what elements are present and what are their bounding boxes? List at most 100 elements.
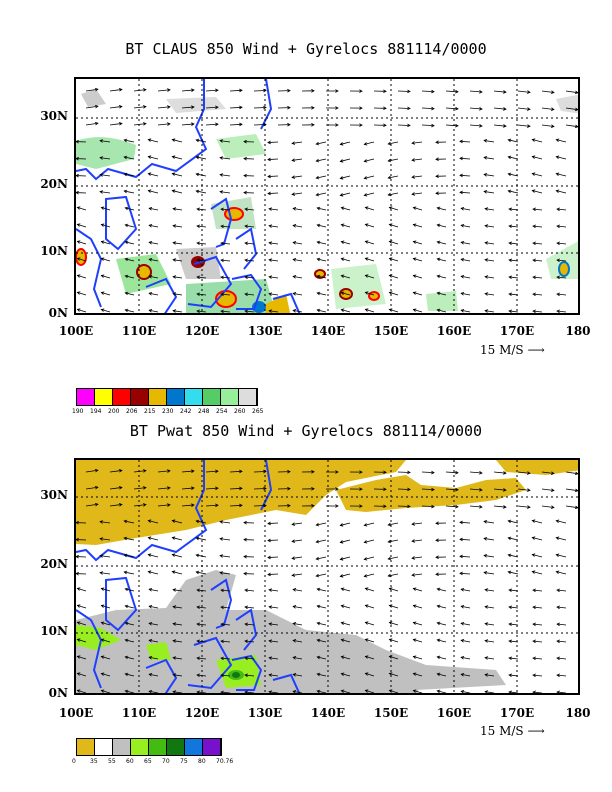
wind-vector — [485, 657, 495, 660]
wind-vector-head — [364, 672, 369, 676]
wind-vector-head — [359, 123, 363, 127]
wind-vector-head — [315, 556, 320, 561]
wind-vector — [461, 292, 471, 296]
wind-vector — [149, 241, 159, 245]
wind-vector — [509, 276, 519, 279]
wind-vector-head — [220, 309, 224, 313]
wind-vector-head — [268, 292, 273, 296]
wind-vector — [389, 291, 399, 296]
wind-vector — [157, 470, 170, 473]
wind-vector-head — [196, 656, 200, 661]
wind-vector — [316, 522, 327, 526]
wind-vector-head — [124, 655, 129, 660]
wind-vector-head — [387, 539, 392, 544]
wind-vector-head — [172, 588, 177, 592]
wind-vector — [412, 175, 423, 178]
wind-vector — [365, 605, 375, 609]
wind-vector — [220, 191, 231, 194]
wind-vector — [101, 207, 111, 211]
wind-vector — [340, 522, 351, 526]
wind-vector — [341, 207, 351, 211]
wind-vector-head — [123, 536, 128, 541]
wind-vector — [316, 141, 327, 145]
wind-vector — [341, 605, 351, 609]
wind-vector-head — [172, 309, 177, 313]
wind-vector-head — [171, 138, 176, 142]
wind-vector — [365, 258, 375, 262]
pwat-fill — [76, 460, 578, 693]
wind-vector — [245, 276, 255, 279]
wind-vector — [469, 505, 482, 508]
wind-vector-head — [244, 656, 248, 661]
wind-vector-head — [124, 240, 129, 245]
wind-vector-head — [556, 673, 560, 678]
wind-vector-head — [387, 522, 392, 527]
wind-vector — [533, 623, 543, 626]
wind-vector-head — [148, 240, 153, 245]
wind-vector — [532, 190, 543, 194]
wind-vector-head — [147, 155, 152, 159]
wind-vector — [85, 469, 98, 473]
wind-vector-head — [340, 274, 345, 278]
wind-vector-head — [315, 522, 320, 527]
wind-vector-head — [148, 223, 153, 228]
wind-vector — [292, 556, 303, 559]
wind-vector-head — [196, 224, 200, 229]
wind-vector-head — [99, 190, 104, 194]
wind-vector — [124, 554, 135, 558]
wind-vector — [125, 605, 135, 609]
wind-vector-head — [484, 241, 489, 245]
wind-vector — [124, 139, 135, 143]
wind-vector-head — [436, 655, 441, 660]
wind-vector — [533, 589, 543, 592]
wind-vector-head — [479, 471, 483, 475]
wind-vector-head — [315, 141, 320, 146]
wind-vector — [557, 242, 567, 245]
wind-vector-head — [556, 224, 560, 229]
wind-vector-head — [383, 504, 387, 509]
wind-vector — [317, 258, 327, 262]
wind-vector-head — [436, 223, 441, 228]
wind-vector — [484, 521, 495, 524]
wind-vector-head — [364, 223, 369, 227]
wind-vector-head — [118, 502, 123, 507]
wind-vector — [293, 207, 303, 211]
wind-vector-head — [268, 588, 273, 592]
wind-vector-head — [172, 656, 177, 660]
wind-vector-head — [436, 689, 441, 693]
wind-vector-head — [412, 672, 417, 676]
wind-vector-head — [100, 223, 105, 227]
wind-vector-head — [123, 172, 128, 177]
wind-vector — [124, 173, 135, 177]
wind-vector — [148, 554, 159, 558]
wind-vector-head — [412, 621, 417, 625]
wind-vector — [125, 656, 135, 660]
wind-vector-head — [196, 673, 200, 678]
wind-vector — [469, 107, 482, 110]
wind-vector-head — [148, 655, 153, 660]
wind-vector — [293, 224, 303, 228]
wind-vector — [125, 639, 135, 643]
wind-vector — [517, 107, 530, 110]
wind-vector — [149, 258, 159, 262]
wind-vector — [556, 554, 567, 558]
wind-vector-head — [484, 258, 489, 262]
wind-vector-head — [123, 189, 128, 194]
wind-vector-head — [147, 189, 152, 193]
wind-scale-label: 15 M/S ⟶ — [480, 343, 545, 357]
wind-vector-head — [574, 505, 578, 510]
wind-vector-head — [244, 292, 248, 297]
wind-vector-head — [267, 174, 271, 179]
wind-vector — [293, 275, 303, 279]
wind-vector — [293, 622, 303, 626]
wind-vector-head — [460, 257, 465, 262]
wind-vector-head — [243, 571, 247, 576]
wind-vector — [196, 520, 207, 524]
wind-vector — [365, 224, 375, 228]
wind-vector — [533, 674, 543, 677]
wind-vector-head — [268, 207, 273, 211]
wind-vector — [365, 309, 375, 313]
wind-vector — [557, 691, 567, 693]
wind-vector — [413, 622, 423, 626]
wind-vector — [557, 293, 567, 296]
